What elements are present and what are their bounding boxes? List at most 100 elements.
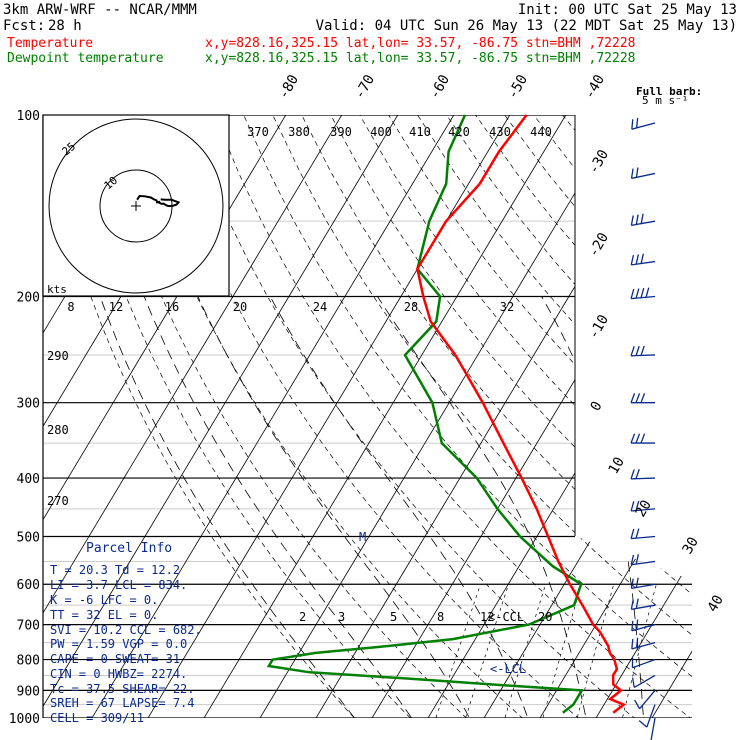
- barb-flag: [638, 720, 648, 728]
- dry-adiabat: [620, 115, 692, 718]
- barb-staff: [631, 508, 656, 512]
- pressure-tick: 100: [17, 109, 40, 124]
- valid-time: Valid: 04 UTC Sun 26 May 13 (22 MDT Sat …: [316, 18, 737, 34]
- wind-barb: [631, 637, 656, 650]
- isotherm: [363, 115, 692, 718]
- hodograph-trace: [136, 194, 181, 207]
- temperature-tick: -50: [505, 72, 532, 102]
- forecast-label: Fcst:: [3, 18, 45, 34]
- speed-tick: 16: [165, 300, 179, 314]
- speed-tick: 20: [233, 300, 247, 314]
- wind-barb: [631, 657, 656, 669]
- dry-adiabat: [388, 115, 692, 718]
- barb-flag: [640, 253, 644, 264]
- barb-staff: [631, 122, 656, 130]
- parcel-info-row: PW = 1.59 VGP = 0.0: [50, 637, 187, 651]
- mixing-ratio-label: 8: [437, 610, 444, 624]
- theta-label: 420: [448, 125, 470, 139]
- pressure-tick: 200: [17, 291, 40, 306]
- barb-flag: [635, 167, 639, 178]
- parcel-info-row: K = -6 LFC = 0.: [50, 593, 158, 607]
- model-title: 3km ARW-WRF -- NCAR/MMM: [3, 2, 197, 18]
- barb-key-label: Full barb:: [636, 85, 702, 98]
- isotherm: [195, 115, 567, 718]
- forecast-hour: 28 h: [48, 18, 82, 34]
- dry-adiabat: [301, 115, 692, 718]
- temperature-tick: -80: [276, 72, 303, 102]
- speed-tick: 8: [67, 300, 74, 314]
- barb-flag: [631, 119, 634, 130]
- barb-flag: [631, 638, 634, 649]
- barb-flag: [636, 117, 639, 128]
- barb-staff: [631, 623, 656, 632]
- dry-adiabat: [214, 115, 692, 718]
- temperature-legend: Temperature: [7, 36, 93, 51]
- barb-flag: [630, 599, 634, 610]
- barb-flag: [630, 346, 635, 357]
- parcel-info-title: Parcel Info: [86, 541, 172, 556]
- isotherm: [83, 115, 455, 718]
- barb-flag: [631, 620, 634, 631]
- wind-barb: [630, 554, 656, 566]
- barb-staff: [631, 535, 656, 540]
- moist-adiabat: [197, 296, 477, 718]
- dewpoint-legend: Dewpoint temperature: [7, 51, 164, 66]
- mixing-ratio-line: [500, 584, 546, 718]
- parcel-info-row: LI = 3.7 LCL = 834.: [50, 578, 187, 592]
- barb-staff: [633, 674, 656, 689]
- temperature-tick: -10: [586, 312, 613, 342]
- pressure-tick: 700: [17, 619, 40, 634]
- dry-adiabat: [504, 115, 692, 718]
- pressure-tick: 1000: [9, 712, 40, 727]
- speed-tick: 32: [500, 300, 514, 314]
- wind-barb: [630, 167, 656, 180]
- isotherm: [700, 115, 740, 731]
- isotherm: [419, 115, 692, 718]
- isotherm: [43, 115, 399, 718]
- wind-barb: [634, 689, 656, 710]
- barb-flag: [635, 288, 640, 299]
- wind-barb: [631, 619, 656, 632]
- theta-label: 370: [247, 125, 269, 139]
- theta-label: 440: [530, 125, 552, 139]
- temperature-tick: 0: [588, 399, 606, 414]
- moist-adiabat: [541, 296, 645, 718]
- theta-e-label: 280: [47, 423, 69, 437]
- dry-adiabat: [330, 115, 692, 718]
- wind-barb: [630, 577, 656, 590]
- barb-flag: [640, 393, 646, 403]
- mixing-ratio-label: 2: [299, 610, 306, 624]
- temperature-tick: -70: [352, 72, 379, 102]
- barb-flag: [630, 215, 634, 226]
- speed-tick: 28: [404, 300, 418, 314]
- init-time: Init: 00 UTC Sat 25 May 13: [518, 2, 737, 18]
- temperature-tick: 30: [680, 534, 702, 557]
- barb-flag: [640, 345, 645, 356]
- barb-flag: [635, 469, 640, 479]
- ccl-marker: <-CCL: [488, 610, 524, 624]
- barb-staff: [631, 220, 656, 226]
- wind-barb: [630, 253, 656, 266]
- dry-adiabat: [533, 115, 692, 718]
- dry-adiabat: [69, 115, 424, 718]
- parcel-info-row: CAPE = 0 SWEAT= 31: [50, 652, 180, 666]
- wind-barb: [638, 704, 656, 728]
- isotherm: [643, 115, 692, 718]
- wind-barb: [630, 213, 656, 226]
- isotherm: [43, 115, 343, 718]
- isotherm: [475, 115, 692, 718]
- pressure-tick: 500: [17, 530, 40, 545]
- barb-flag: [630, 554, 635, 565]
- barb-flag: [635, 577, 639, 588]
- dry-adiabat: [649, 115, 692, 718]
- barb-flag: [630, 288, 635, 299]
- sounding-traces: [266, 114, 627, 714]
- barb-flag: [640, 287, 645, 298]
- barb-flag: [636, 619, 639, 630]
- dry-adiabat: [475, 115, 692, 718]
- mixing-ratio-line: [431, 584, 481, 718]
- barb-flag: [635, 214, 639, 225]
- pressure-tick: 400: [17, 472, 40, 487]
- barb-flag: [630, 254, 635, 266]
